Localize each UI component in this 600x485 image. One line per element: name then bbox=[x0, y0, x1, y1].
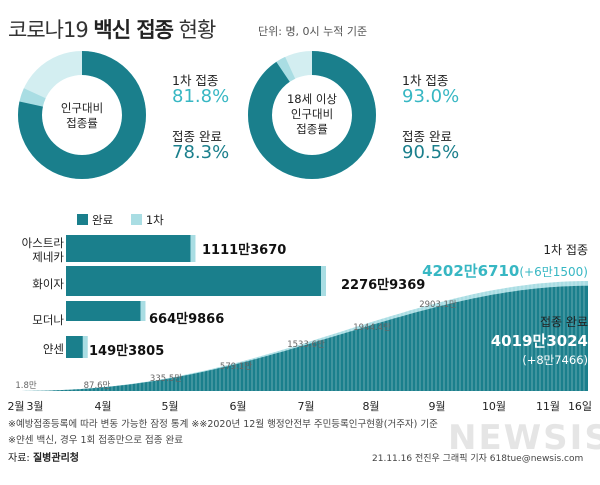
footnote: ※얀센 백신, 경우 1회 접종만으로 접종 완료 bbox=[8, 435, 183, 446]
month-tick-label: 3월 bbox=[26, 400, 43, 413]
bar-category-label: 모더나 bbox=[32, 313, 64, 327]
legend-label-first: 1차 bbox=[145, 213, 164, 227]
full-dose-total-value: 4019만3024 bbox=[490, 332, 588, 350]
legend-swatch-first bbox=[130, 214, 142, 225]
vaccine-bar-chart bbox=[66, 235, 326, 358]
first-dose-total-label: 1차 접종 bbox=[543, 243, 588, 257]
checkpoint-label: 1944.4만 bbox=[353, 323, 391, 333]
bar-category-label: 아스트라 제네카 bbox=[21, 236, 64, 264]
full-dose-label: 접종 완료 bbox=[402, 129, 452, 144]
month-tick-label: 8월 bbox=[362, 400, 379, 413]
bar-full-dose bbox=[66, 336, 83, 358]
month-tick-label: 16일 bbox=[568, 399, 592, 413]
month-tick-label: 5월 bbox=[161, 400, 178, 413]
first-dose-value: 81.8% bbox=[172, 86, 230, 107]
checkpoint-label: 1.8만 bbox=[15, 381, 37, 391]
full-dose-value: 90.5% bbox=[402, 142, 460, 163]
first-dose-value: 93.0% bbox=[402, 86, 460, 107]
checkpoint-label: 335.5만 bbox=[150, 374, 182, 384]
bar-category-label: 화이자 bbox=[32, 277, 64, 291]
checkpoint-label: 579.1만 bbox=[220, 362, 252, 372]
full-dose-label: 접종 완료 bbox=[172, 129, 222, 144]
month-tick-label: 10월 bbox=[482, 400, 506, 413]
first-dose-label: 1차 접종 bbox=[402, 73, 449, 88]
month-tick-label: 11월 bbox=[536, 400, 560, 413]
bar-full-dose bbox=[66, 266, 321, 296]
watermark: NEWSIS bbox=[448, 418, 600, 458]
legend-swatch-full bbox=[77, 214, 88, 225]
month-tick-label: 2월 bbox=[7, 400, 24, 413]
checkpoint-label: 87.6만 bbox=[84, 381, 111, 391]
month-tick-label: 7월 bbox=[297, 400, 314, 413]
bar-value-label: 1111만3670 bbox=[202, 243, 287, 258]
donut-center-label: 인구대비 접종률 bbox=[60, 101, 104, 130]
donut-full-dose-arc bbox=[248, 51, 376, 179]
donut-center-label: 18세 이상 인구대비 접종률 bbox=[286, 92, 338, 136]
full-dose-total-label: 접종 완료 bbox=[540, 315, 588, 329]
first-dose-total-value: 4202만6710(+6만1500) bbox=[422, 262, 588, 280]
first-dose-label: 1차 접종 bbox=[172, 73, 219, 88]
bar-full-dose bbox=[66, 235, 191, 262]
month-tick-label: 4월 bbox=[94, 400, 111, 413]
legend-label-full: 완료 bbox=[92, 213, 114, 227]
bar-value-label: 2276만9369 bbox=[341, 278, 426, 293]
checkpoint-label: 1533.6만 bbox=[287, 340, 325, 350]
page-title: 코로나19 백신 접종 현황 bbox=[8, 18, 216, 42]
bar-value-label: 149만3805 bbox=[89, 344, 165, 359]
cumulative-area-chart: 1.8만 87.6만 335.5만 579.1만 1533.6만 1944.4만 2903.… bbox=[7, 276, 592, 413]
donut-chart-adult bbox=[248, 51, 376, 179]
bar-full-dose bbox=[66, 301, 141, 321]
unit-note: 단위: 명, 0시 누적 기준 bbox=[258, 25, 368, 38]
bar-value-label: 664만9866 bbox=[149, 312, 225, 327]
full-dose-total-delta: (+8만7466) bbox=[522, 353, 588, 367]
checkpoint-label: 2903.1만 bbox=[419, 300, 457, 310]
credit: 21.11.16 전진우 그래픽 기자 618tue@newsis.com bbox=[372, 454, 584, 464]
donut-chart-total bbox=[18, 51, 146, 179]
bar-category-label: 얀센 bbox=[42, 342, 64, 356]
legend: 완료 1차 bbox=[77, 212, 164, 228]
source: 자료: 질병관리청 bbox=[8, 453, 79, 464]
footnote: ※예방접종등록에 따라 변동 가능한 잠정 통계 ※※2020년 12월 행정안… bbox=[8, 419, 438, 430]
donut-full-dose-arc bbox=[18, 51, 146, 179]
full-dose-value: 78.3% bbox=[172, 142, 230, 163]
month-tick-label: 6월 bbox=[229, 400, 246, 413]
month-tick-label: 9월 bbox=[428, 400, 445, 413]
